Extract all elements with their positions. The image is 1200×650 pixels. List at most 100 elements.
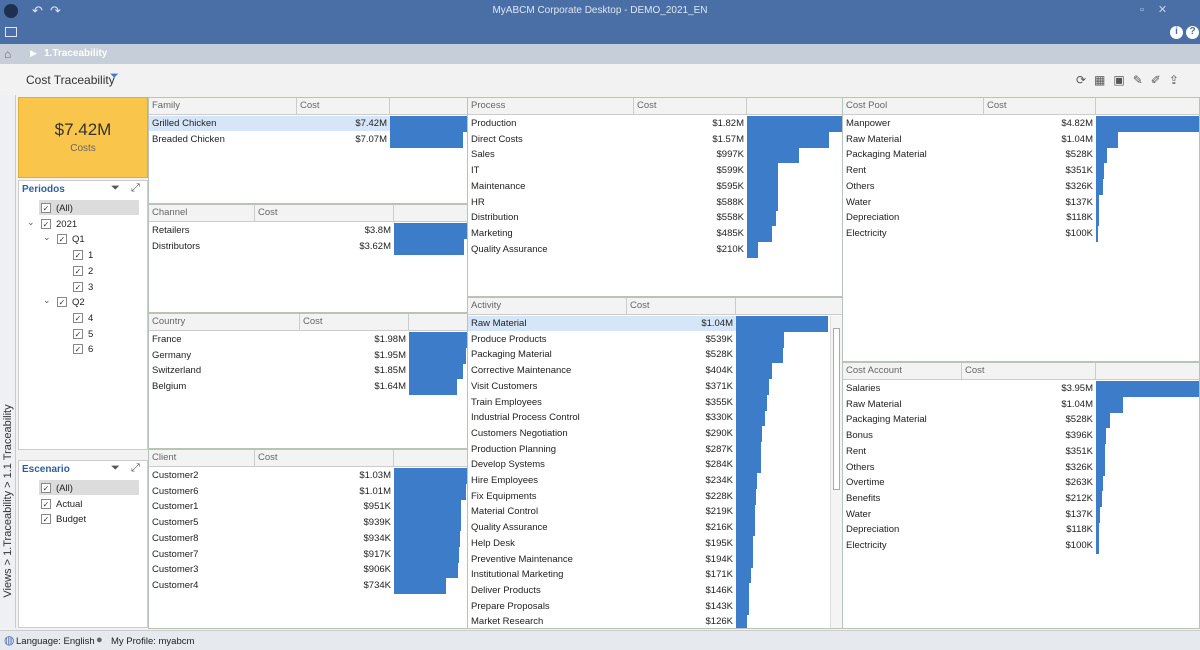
row-cost[interactable]: $171K [705, 569, 733, 581]
row-name[interactable]: Customer8 [152, 532, 199, 544]
row-cost[interactable]: $234K [705, 475, 733, 486]
app-icon[interactable] [4, 4, 18, 18]
row-cost[interactable]: $1.82M [712, 118, 744, 129]
row-name[interactable]: Production [471, 118, 517, 129]
row-cost[interactable]: $210K [716, 243, 744, 255]
column-header[interactable]: Cost [303, 316, 323, 327]
row-name[interactable]: Deliver Products [471, 584, 541, 596]
side-path[interactable]: Views > 1.Traceability > 1.1 Traceabilit… [2, 404, 14, 598]
row-cost[interactable]: $371K [705, 380, 733, 392]
language[interactable]: Language: English [16, 636, 95, 647]
row-cost[interactable]: $212K [1065, 492, 1093, 504]
row-cost[interactable]: $485K [716, 227, 744, 239]
row-name[interactable]: Customer3 [152, 564, 199, 576]
row-name[interactable]: Raw Material [846, 133, 902, 145]
column-header[interactable]: Cost Account [846, 365, 902, 376]
checkbox[interactable]: ✓ [41, 514, 51, 525]
row-cost[interactable]: $330K [705, 412, 733, 424]
row-name[interactable]: Corrective Maintenance [471, 365, 572, 377]
row-name[interactable]: Customer5 [152, 517, 199, 529]
row-name[interactable]: Grilled Chicken [152, 118, 217, 129]
row-name[interactable]: Customer1 [152, 501, 199, 513]
row-name[interactable]: Overtime [846, 477, 885, 489]
expander[interactable]: ⌄ [43, 295, 51, 306]
row-name[interactable]: Retailers [152, 225, 190, 236]
row-name[interactable]: Depreciation [846, 524, 900, 536]
row-cost[interactable]: $934K [363, 532, 391, 544]
filter-item[interactable]: 6 [88, 344, 94, 356]
row-name[interactable]: Benefits [846, 492, 881, 504]
row-cost[interactable]: $326K [1065, 180, 1093, 192]
window-controls[interactable]: ▫✕ [1140, 4, 1182, 16]
row-cost[interactable]: $100K [1065, 227, 1093, 239]
row-cost[interactable]: $906K [363, 564, 391, 576]
row-cost[interactable]: $216K [705, 522, 733, 534]
row-cost[interactable]: $118K [1066, 524, 1093, 536]
help[interactable]: ? [1186, 26, 1199, 39]
row-name[interactable]: Electricity [846, 227, 887, 239]
filter-item[interactable]: 4 [88, 312, 94, 324]
redo[interactable]: ↷ [50, 3, 61, 18]
filter-item[interactable]: Actual [56, 498, 83, 510]
checkbox[interactable]: ✓ [41, 218, 51, 229]
filter-item[interactable]: (All) [56, 203, 73, 214]
row-cost[interactable]: $1.01M [359, 485, 391, 497]
row-cost[interactable]: $939K [363, 517, 391, 529]
row-cost[interactable]: $1.04M [1061, 398, 1093, 410]
filter-item[interactable]: 2021 [56, 218, 78, 230]
row-cost[interactable]: $284K [705, 459, 733, 471]
row-name[interactable]: Raw Material [471, 318, 527, 329]
row-name[interactable]: Others [846, 180, 875, 192]
row-name[interactable]: Customer7 [152, 548, 199, 560]
expander[interactable]: ⌄ [27, 216, 35, 227]
row-name[interactable]: Bonus [846, 430, 873, 442]
checkbox[interactable]: ✓ [57, 234, 67, 245]
profile[interactable]: My Profile: myabcm [111, 636, 195, 647]
row-name[interactable]: Material Control [471, 506, 539, 518]
row-name[interactable]: Electricity [846, 540, 887, 551]
page-actions[interactable]: ⟳▦▣✎✐⇪ [1076, 73, 1187, 87]
row-cost[interactable]: $588K [716, 196, 744, 208]
checkbox[interactable]: ✓ [73, 312, 83, 323]
row-name[interactable]: Quality Assurance [471, 243, 548, 255]
row-name[interactable]: Institutional Marketing [471, 569, 564, 581]
column-header[interactable]: Country [152, 316, 186, 327]
row-cost[interactable]: $917K [363, 548, 391, 560]
checkbox[interactable]: ✓ [41, 483, 51, 493]
row-cost[interactable]: $326K [1065, 461, 1093, 473]
row-cost[interactable]: $7.07M [355, 133, 387, 145]
info[interactable]: i [1170, 26, 1183, 39]
checkbox[interactable]: ✓ [41, 203, 51, 213]
row-cost[interactable]: $7.42M [355, 118, 387, 129]
row-name[interactable]: IT [471, 165, 480, 177]
row-cost[interactable]: $351K [1065, 165, 1093, 177]
row-cost[interactable]: $219K [705, 506, 733, 518]
checkbox[interactable]: ✓ [73, 250, 83, 261]
row-cost[interactable]: $1.04M [1061, 133, 1093, 145]
row-cost[interactable]: $137K [1065, 508, 1093, 520]
row-cost[interactable]: $599K [716, 165, 744, 177]
row-name[interactable]: Depreciation [846, 212, 900, 224]
row-name[interactable]: Salaries [846, 383, 881, 394]
home[interactable]: ⌂ [4, 47, 12, 61]
row-cost[interactable]: $539K [705, 333, 733, 345]
column-header[interactable]: Cost [630, 300, 650, 311]
row-cost[interactable]: $194K [705, 553, 733, 565]
row-cost[interactable]: $143K [705, 600, 733, 612]
row-name[interactable]: Industrial Process Control [471, 412, 580, 424]
row-cost[interactable]: $528K [1065, 149, 1093, 161]
scroll-thumb[interactable] [833, 328, 840, 491]
row-name[interactable]: Customer4 [152, 579, 199, 591]
row-name[interactable]: Maintenance [471, 180, 526, 192]
column-header[interactable]: Cost [300, 100, 320, 111]
row-cost[interactable]: $1.95M [374, 349, 406, 361]
row-cost[interactable]: $126K [705, 616, 733, 628]
row-name[interactable]: Germany [152, 349, 192, 361]
row-name[interactable]: Prepare Proposals [471, 600, 550, 612]
row-cost[interactable]: $1.98M [374, 334, 406, 345]
row-cost[interactable]: $558K [716, 212, 744, 224]
row-name[interactable]: Produce Products [471, 333, 547, 345]
row-name[interactable]: Packaging Material [846, 414, 927, 426]
checkbox[interactable]: ✓ [73, 344, 83, 355]
row-cost[interactable]: $137K [1065, 196, 1093, 208]
